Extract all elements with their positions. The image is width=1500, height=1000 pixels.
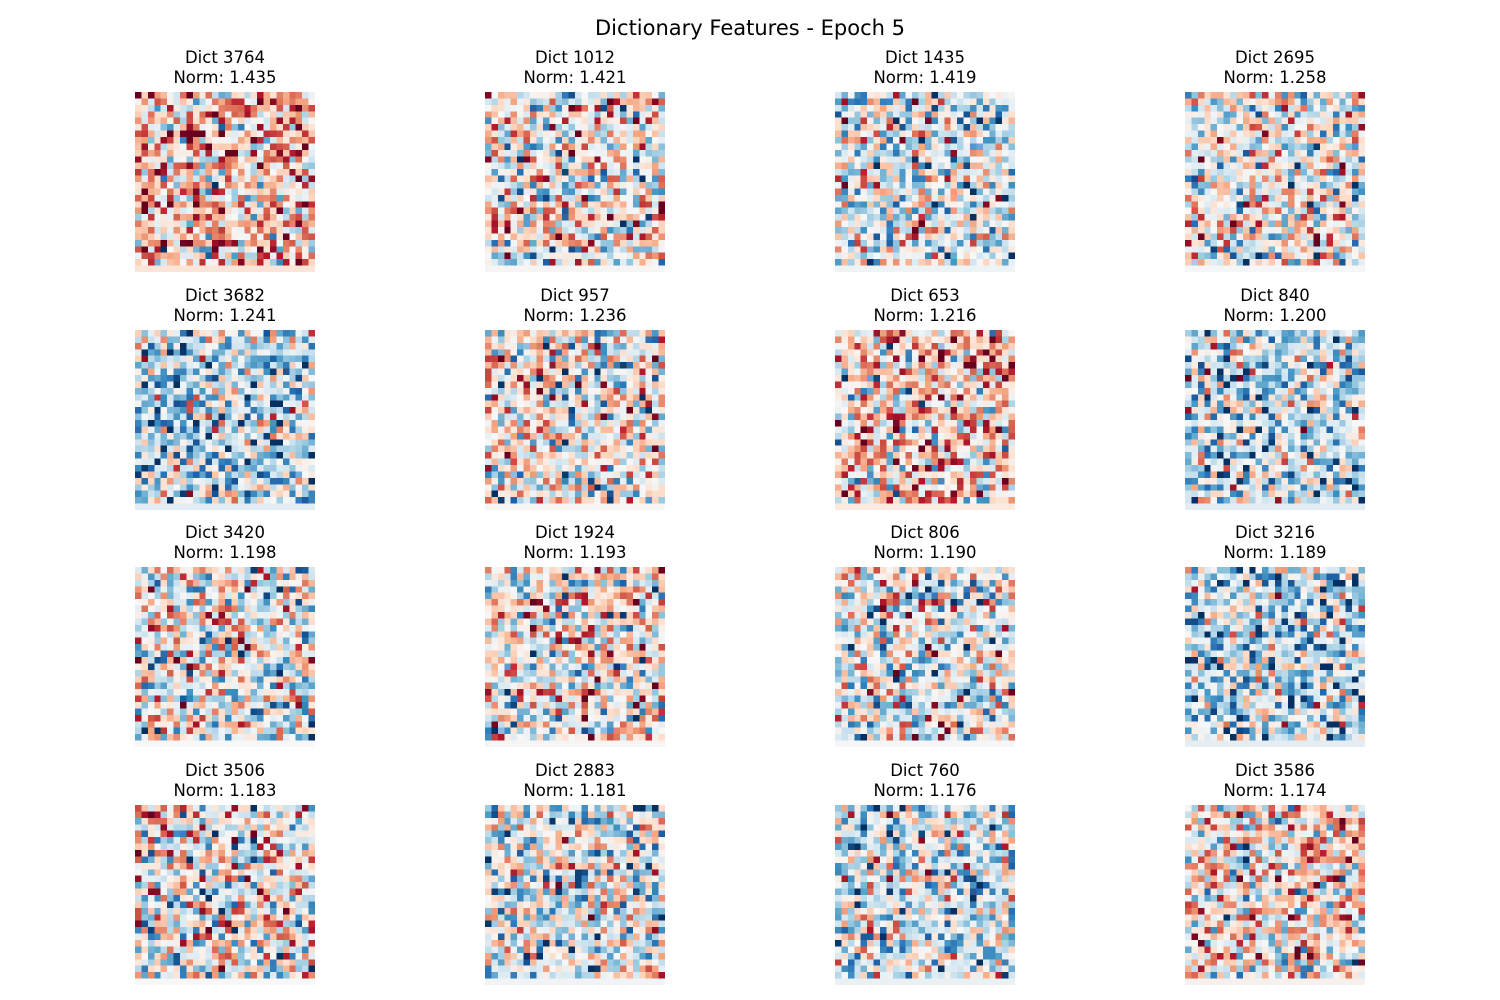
panel-title: Dict 760 Norm: 1.176 bbox=[775, 761, 1075, 801]
heatmap-3420 bbox=[135, 567, 315, 747]
panel-dict-label: Dict 806 bbox=[890, 523, 960, 542]
panel-title: Dict 957 Norm: 1.236 bbox=[425, 286, 725, 326]
panel-dict-label: Dict 3586 bbox=[1234, 761, 1316, 780]
panel-title: Dict 1924 Norm: 1.193 bbox=[425, 523, 725, 563]
panel-norm-label: Norm: 1.435 bbox=[173, 68, 277, 87]
panel-dict-label: Dict 3506 bbox=[184, 761, 266, 780]
panel-dict-label: Dict 2883 bbox=[534, 761, 616, 780]
heatmap-3682 bbox=[135, 330, 315, 510]
panel-title: Dict 3682 Norm: 1.241 bbox=[75, 286, 375, 326]
panel-norm-label: Norm: 1.174 bbox=[1223, 781, 1327, 800]
panel-norm-label: Norm: 1.258 bbox=[1223, 68, 1327, 87]
panel-title: Dict 2695 Norm: 1.258 bbox=[1125, 48, 1425, 88]
heatmap-1924 bbox=[485, 567, 665, 747]
panel-norm-label: Norm: 1.189 bbox=[1223, 543, 1327, 562]
panel-norm-label: Norm: 1.200 bbox=[1223, 306, 1327, 325]
heatmap-3764 bbox=[135, 92, 315, 272]
panel-dict-label: Dict 840 bbox=[1240, 286, 1310, 305]
panel-title: Dict 3506 Norm: 1.183 bbox=[75, 761, 375, 801]
panel-title: Dict 3586 Norm: 1.174 bbox=[1125, 761, 1425, 801]
panel-norm-label: Norm: 1.421 bbox=[523, 68, 627, 87]
panel-norm-label: Norm: 1.241 bbox=[173, 306, 277, 325]
heatmap-840 bbox=[1185, 330, 1365, 510]
heatmap-2883 bbox=[485, 805, 665, 985]
panel-dict-label: Dict 1924 bbox=[534, 523, 616, 542]
panel-title: Dict 840 Norm: 1.200 bbox=[1125, 286, 1425, 326]
panel-dict-label: Dict 760 bbox=[890, 761, 960, 780]
heatmap-2695 bbox=[1185, 92, 1365, 272]
panel-title: Dict 2883 Norm: 1.181 bbox=[425, 761, 725, 801]
heatmap-3216 bbox=[1185, 567, 1365, 747]
panel-norm-label: Norm: 1.198 bbox=[173, 543, 277, 562]
heatmap-957 bbox=[485, 330, 665, 510]
panel-dict-label: Dict 653 bbox=[890, 286, 960, 305]
panel-norm-label: Norm: 1.181 bbox=[523, 781, 627, 800]
panel-title: Dict 653 Norm: 1.216 bbox=[775, 286, 1075, 326]
panel-norm-label: Norm: 1.216 bbox=[873, 306, 977, 325]
heatmap-3506 bbox=[135, 805, 315, 985]
panel-dict-label: Dict 957 bbox=[540, 286, 610, 305]
heatmap-760 bbox=[835, 805, 1015, 985]
panel-norm-label: Norm: 1.419 bbox=[873, 68, 977, 87]
panel-norm-label: Norm: 1.176 bbox=[873, 781, 977, 800]
panel-title: Dict 1435 Norm: 1.419 bbox=[775, 48, 1075, 88]
heatmap-1435 bbox=[835, 92, 1015, 272]
panel-dict-label: Dict 3216 bbox=[1234, 523, 1316, 542]
panel-norm-label: Norm: 1.183 bbox=[173, 781, 277, 800]
panel-dict-label: Dict 2695 bbox=[1234, 48, 1316, 67]
panel-title: Dict 3420 Norm: 1.198 bbox=[75, 523, 375, 563]
panel-norm-label: Norm: 1.236 bbox=[523, 306, 627, 325]
panel-dict-label: Dict 1435 bbox=[884, 48, 966, 67]
figure-title: Dictionary Features - Epoch 5 bbox=[595, 16, 905, 40]
heatmap-3586 bbox=[1185, 805, 1365, 985]
heatmap-1012 bbox=[485, 92, 665, 272]
panel-norm-label: Norm: 1.190 bbox=[873, 543, 977, 562]
panel-title: Dict 1012 Norm: 1.421 bbox=[425, 48, 725, 88]
heatmap-806 bbox=[835, 567, 1015, 747]
panel-dict-label: Dict 3764 bbox=[184, 48, 266, 67]
panel-dict-label: Dict 1012 bbox=[534, 48, 616, 67]
panel-dict-label: Dict 3420 bbox=[184, 523, 266, 542]
panel-title: Dict 3216 Norm: 1.189 bbox=[1125, 523, 1425, 563]
panel-dict-label: Dict 3682 bbox=[184, 286, 266, 305]
panel-title: Dict 806 Norm: 1.190 bbox=[775, 523, 1075, 563]
heatmap-653 bbox=[835, 330, 1015, 510]
panel-title: Dict 3764 Norm: 1.435 bbox=[75, 48, 375, 88]
panel-norm-label: Norm: 1.193 bbox=[523, 543, 627, 562]
